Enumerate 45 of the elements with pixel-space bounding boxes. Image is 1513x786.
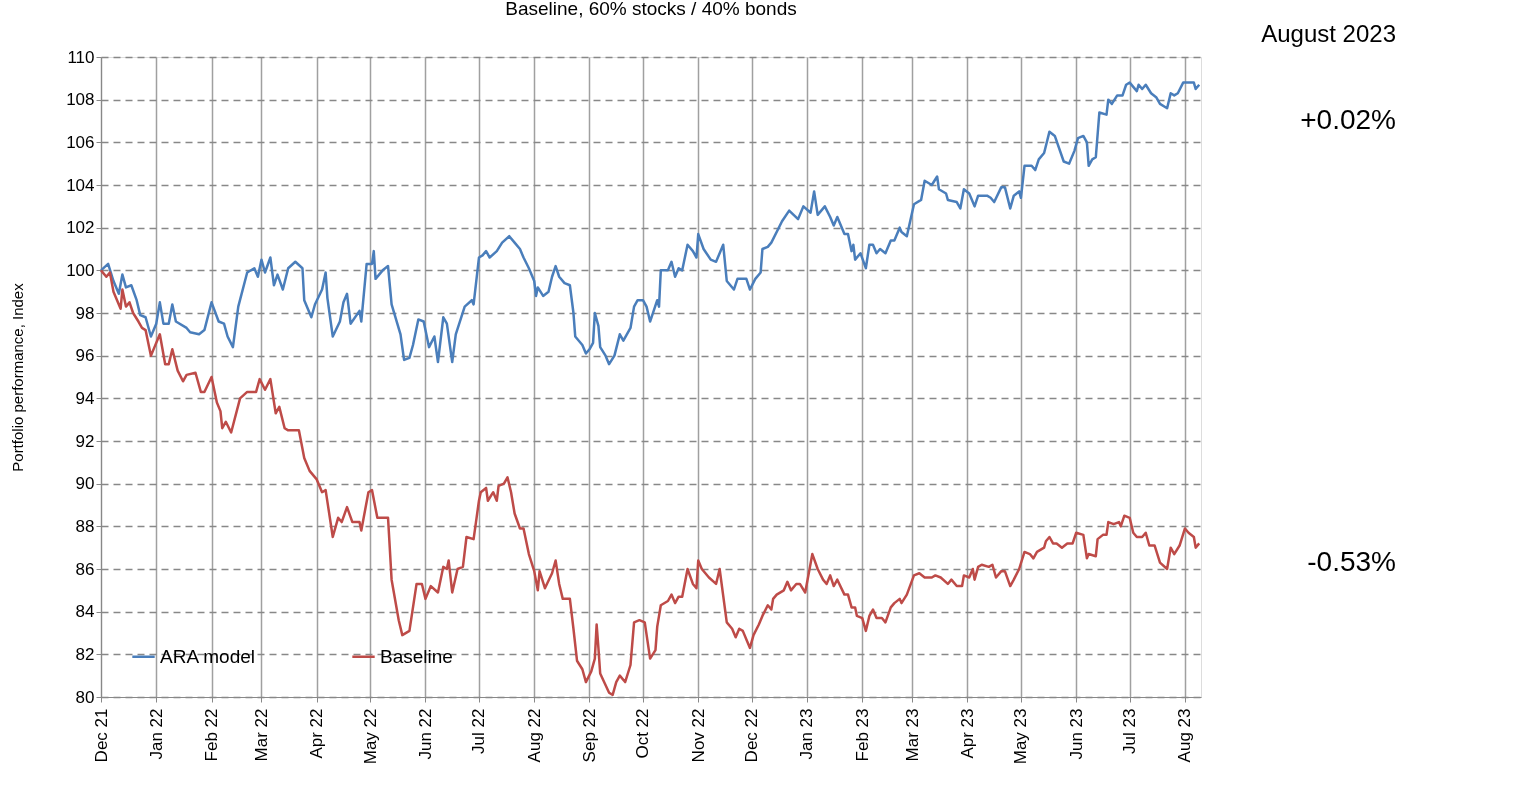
y-tick-label: 98 [75,303,95,323]
y-tick-label: 110 [67,47,95,67]
x-tick-label: Jul 23 [1120,708,1140,754]
x-tick-label: Mar 22 [251,708,271,762]
legend-label: ARA model [160,645,256,667]
y-tick-label: 80 [75,687,95,707]
x-tick-label: May 23 [1011,708,1031,765]
x-tick-label: Jun 22 [415,708,435,760]
x-tick-label: Jan 22 [146,708,166,760]
y-tick-label: 88 [75,516,95,536]
y-tick-label: 92 [75,431,95,451]
x-tick-label: Sep 22 [579,708,599,763]
y-tick-label: 100 [66,260,95,280]
x-tick-label: Apr 23 [957,708,977,759]
text: +0.02% [1300,104,1396,135]
y-tick-label: 84 [75,602,95,622]
x-tick-label: Aug 23 [1175,708,1195,763]
x-tick-label: Dec 22 [742,708,762,763]
x-tick-label: Dec 21 [91,708,111,763]
x-tick-label: Feb 22 [202,708,222,762]
y-tick-label: 90 [75,474,95,494]
y-tick-label: 86 [75,559,95,579]
y-tick-label: 108 [66,90,95,110]
x-tick-label: Feb 23 [852,708,872,762]
y-axis-title: Portfolio performance, Index [9,282,27,472]
y-tick-label: 82 [75,644,95,664]
y-tick-label: 106 [66,132,95,152]
legend-label: Baseline [380,645,453,667]
line-series [99,81,1201,366]
x-tick-label: Jul 22 [469,708,489,754]
y-tick-label: 102 [66,218,95,238]
text: August 2023 [1261,20,1396,47]
x-tick-label: Jun 23 [1066,708,1086,760]
y-tick-label: 104 [66,175,95,195]
chart-title: Baseline, 60% stocks / 40% bonds [505,0,797,19]
text: -0.53% [1307,545,1396,577]
x-tick-label: Jan 23 [797,708,817,760]
y-tick-label: 96 [75,346,95,366]
x-tick-label: Aug 22 [524,708,544,763]
x-tick-label: Apr 22 [307,708,327,759]
y-tick-label: 94 [75,388,95,408]
x-tick-label: Nov 22 [688,708,708,763]
x-tick-label: Oct 22 [633,708,653,759]
x-tick-label: May 22 [360,708,380,765]
x-tick-label: Mar 23 [902,708,922,762]
